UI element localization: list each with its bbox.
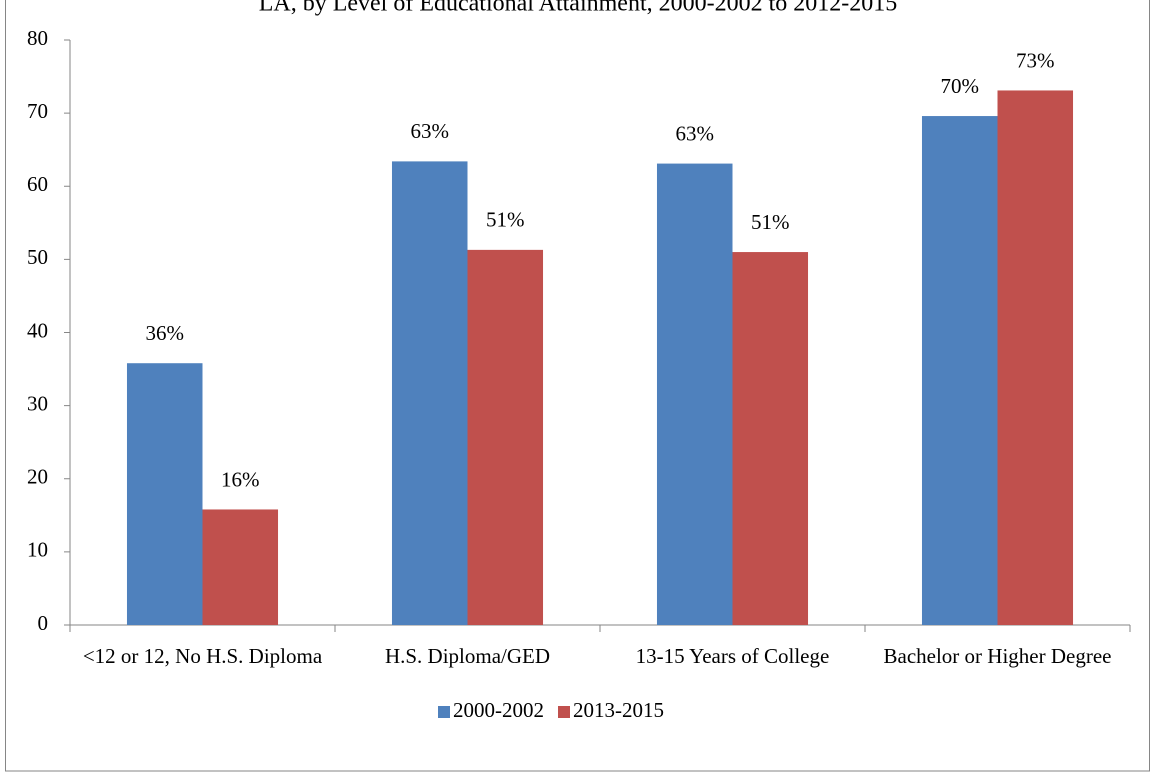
value-label: 73% bbox=[1016, 48, 1055, 72]
y-tick-label: 70 bbox=[27, 99, 48, 123]
bar bbox=[202, 509, 279, 625]
bar bbox=[997, 90, 1074, 626]
bar bbox=[732, 252, 809, 625]
bar bbox=[656, 163, 733, 626]
x-tick-label: H.S. Diploma/GED bbox=[384, 644, 551, 668]
chart-border bbox=[5, 0, 1150, 772]
value-label: 63% bbox=[410, 119, 449, 143]
bar bbox=[126, 363, 203, 625]
y-tick-label: 80 bbox=[27, 26, 48, 50]
value-label: 16% bbox=[221, 467, 260, 491]
y-tick-label: 40 bbox=[27, 318, 48, 342]
legend-label: 2000-2002 bbox=[453, 698, 544, 722]
value-label: 63% bbox=[675, 121, 714, 145]
value-label: 51% bbox=[486, 208, 525, 232]
y-tick-label: 60 bbox=[27, 172, 48, 196]
bar bbox=[921, 116, 998, 626]
chart-title: LA, by Level of Educational Attainment, … bbox=[259, 0, 898, 17]
x-tick-label: 13-15 Years of College bbox=[635, 644, 830, 668]
bar bbox=[467, 249, 544, 625]
value-label: 51% bbox=[751, 210, 790, 234]
y-tick-label: 20 bbox=[27, 465, 48, 489]
y-tick-label: 10 bbox=[27, 538, 48, 562]
value-label: 36% bbox=[145, 321, 184, 345]
legend-label: 2013-2015 bbox=[573, 698, 664, 722]
legend-swatch bbox=[438, 706, 450, 718]
x-tick-label: <12 or 12, No H.S. Diploma bbox=[82, 644, 323, 668]
value-label: 70% bbox=[940, 74, 979, 98]
y-tick-label: 50 bbox=[27, 245, 48, 269]
x-tick-label: Bachelor or Higher Degree bbox=[883, 644, 1112, 668]
legend-swatch bbox=[558, 706, 570, 718]
bar bbox=[391, 161, 468, 625]
y-tick-label: 30 bbox=[27, 391, 48, 415]
y-tick-label: 0 bbox=[38, 611, 49, 635]
